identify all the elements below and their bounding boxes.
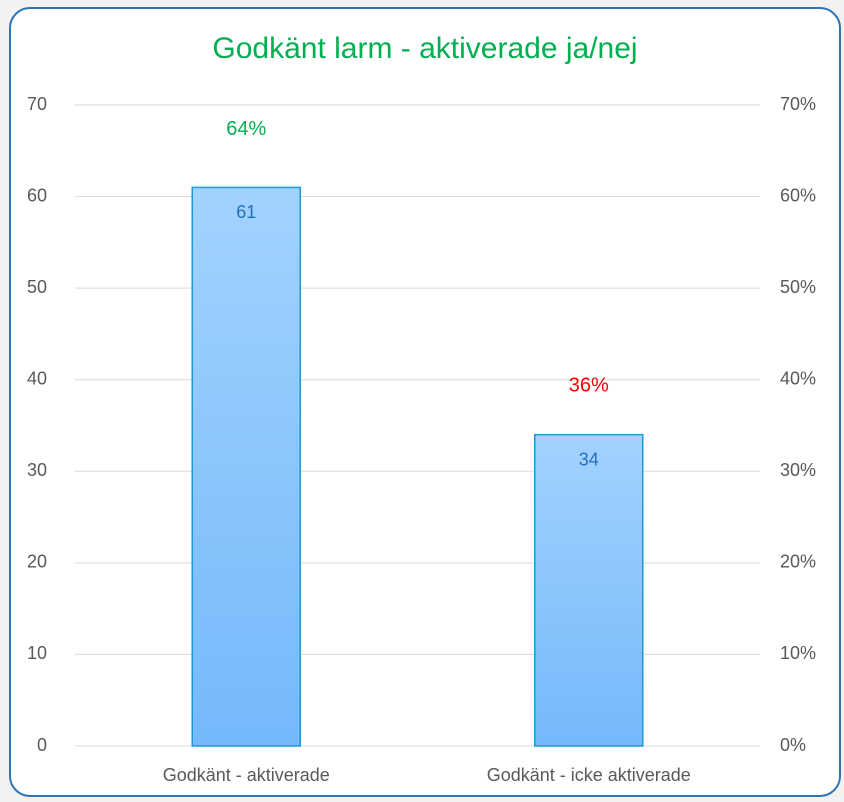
y-tick-label: 70: [27, 94, 47, 114]
y-tick-label: 20: [27, 552, 47, 572]
bar-value-label: 61: [236, 202, 256, 222]
point-value-label: 36%: [569, 375, 609, 397]
y2-tick-label: 50%: [780, 277, 816, 297]
bar-value-label: 34: [579, 449, 599, 469]
y-tick-label: 30: [27, 460, 47, 480]
y2-tick-label: 70%: [780, 94, 816, 114]
y2-tick-label: 10%: [780, 643, 816, 663]
y2-tick-label: 30%: [780, 460, 816, 480]
y2-tick-label: 40%: [780, 368, 816, 388]
x-tick-label: Godkänt - aktiverade: [163, 765, 330, 785]
y-tick-label: 0: [37, 735, 47, 755]
y2-tick-label: 20%: [780, 552, 816, 572]
y2-tick-label: 60%: [780, 185, 816, 205]
y-tick-label: 60: [27, 185, 47, 205]
y-tick-label: 50: [27, 277, 47, 297]
bar: [534, 433, 644, 747]
bar: [191, 186, 301, 747]
y2-tick-label: 0%: [780, 735, 806, 755]
x-tick-label: Godkänt - icke aktiverade: [487, 765, 691, 785]
point-value-label: 64%: [226, 118, 266, 140]
y-tick-label: 10: [27, 643, 47, 663]
y-tick-label: 40: [27, 368, 47, 388]
chart-title: Godkänt larm - aktiverade ja/nej: [212, 32, 637, 65]
chart-frame: [9, 7, 841, 797]
